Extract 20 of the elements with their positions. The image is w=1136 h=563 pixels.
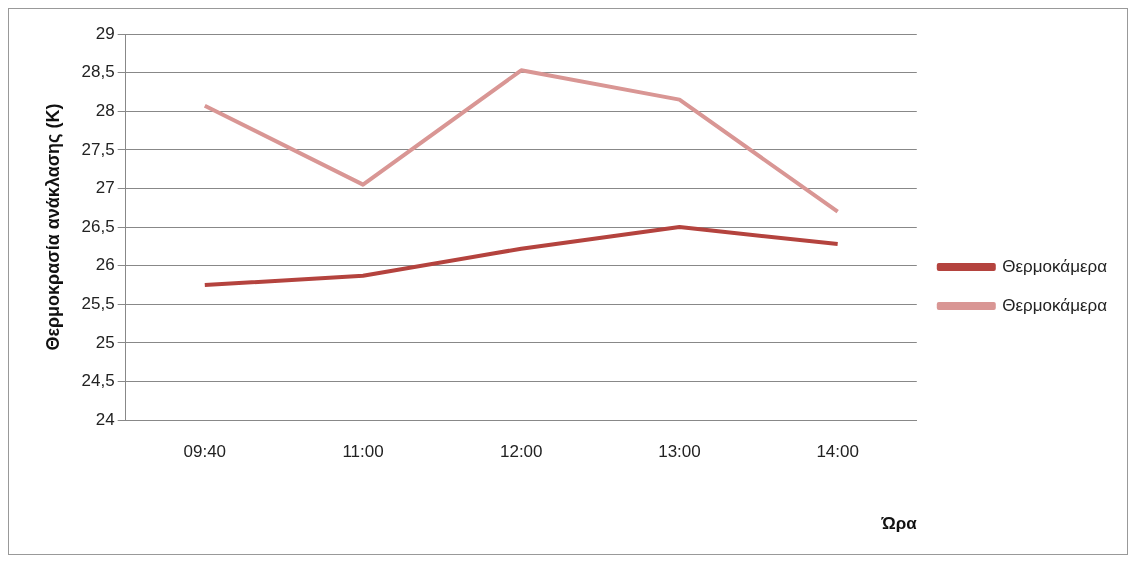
x-tick-label: 11:00 <box>342 442 384 462</box>
y-tick-label: 25 <box>95 332 115 352</box>
y-axis-title: Θερμοκρασία ανάκλασης (K) <box>42 103 63 351</box>
y-tick-label: 27,5 <box>81 139 115 159</box>
y-tick-label: 28 <box>95 100 115 120</box>
x-tick-label: 13:00 <box>658 442 701 462</box>
x-tick-label: 14:00 <box>816 442 859 462</box>
y-tick-label: 26,5 <box>81 216 115 236</box>
y-tick-label: 24 <box>95 409 115 429</box>
y-tick-label: 29 <box>95 23 115 43</box>
y-tick-label: 24,5 <box>81 371 115 391</box>
x-tick-label: 09:40 <box>183 442 227 462</box>
x-axis-title: Ώρα <box>880 514 918 534</box>
y-tick-label: 26 <box>95 255 115 275</box>
legend-label: Θερμοκάμερα <box>1002 295 1108 315</box>
legend-label: Θερμοκάμερα <box>1002 256 1108 276</box>
y-tick-label: 27 <box>95 178 115 198</box>
y-tick-label: 25,5 <box>81 294 115 314</box>
y-tick-label: 28,5 <box>81 62 115 82</box>
x-tick-label: 12:00 <box>499 442 543 462</box>
